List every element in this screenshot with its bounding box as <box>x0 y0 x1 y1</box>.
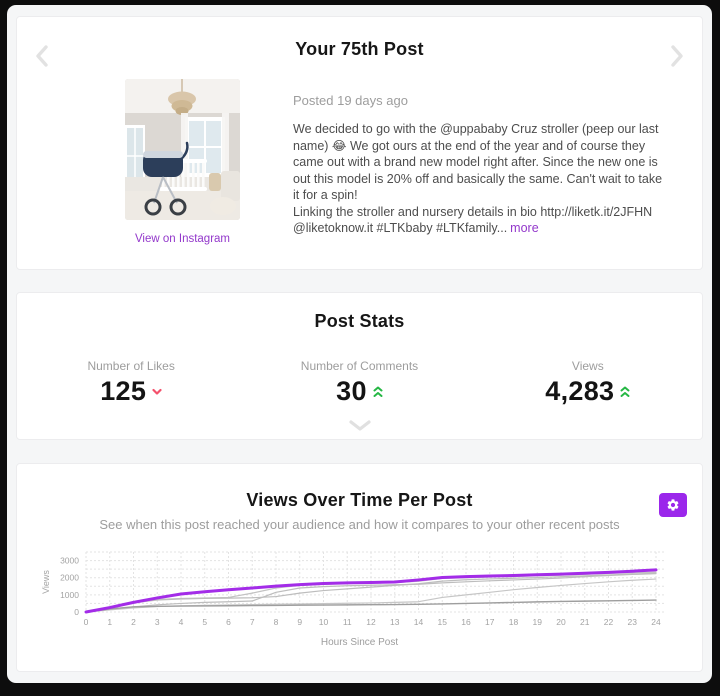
svg-text:22: 22 <box>603 617 613 627</box>
stat-comments-value: 30 <box>336 376 383 407</box>
svg-text:1: 1 <box>107 617 112 627</box>
caption-text-1: We decided to go with the @uppababy Cruz… <box>293 122 663 202</box>
previous-post-button[interactable] <box>35 45 48 67</box>
svg-text:21: 21 <box>580 617 590 627</box>
stat-comments-label: Number of Comments <box>300 359 419 373</box>
svg-text:3000: 3000 <box>60 556 79 566</box>
chart-settings-button[interactable] <box>659 493 687 517</box>
svg-text:14: 14 <box>413 617 423 627</box>
svg-text:Views: Views <box>41 570 51 594</box>
chart-x-axis-label: Hours Since Post <box>320 637 399 648</box>
stats-row: Number of Likes 125 Number of Comments 3… <box>17 359 702 407</box>
post-stats-card: Post Stats Number of Likes 125 Number of… <box>16 292 703 440</box>
stat-likes-value: 125 <box>100 376 162 407</box>
chevron-left-icon <box>36 45 48 67</box>
svg-text:0: 0 <box>83 617 88 627</box>
svg-text:10: 10 <box>318 617 328 627</box>
double-chevron-up-icon <box>373 386 383 398</box>
double-chevron-up-icon <box>620 386 630 398</box>
post-card: Your 75th Post <box>16 16 703 270</box>
caption-text-2: Linking the stroller and nursery details… <box>293 204 653 236</box>
svg-text:4: 4 <box>178 617 183 627</box>
stat-comments: Number of Comments 30 <box>245 359 473 407</box>
next-post-button[interactable] <box>671 45 684 67</box>
post-image <box>125 79 240 220</box>
view-on-instagram-link[interactable]: View on Instagram <box>134 233 231 245</box>
svg-text:8: 8 <box>273 617 278 627</box>
chart-area: 0 1000 2000 3000 0 1 2 3 4 5 6 7 8 9 10 11 12 13 14 15 16 17 1… <box>17 546 702 648</box>
svg-text:16: 16 <box>461 617 471 627</box>
svg-text:2: 2 <box>131 617 136 627</box>
stats-title: Post Stats <box>314 311 405 331</box>
svg-text:6: 6 <box>226 617 231 627</box>
gear-icon <box>667 499 679 511</box>
svg-text:20: 20 <box>556 617 566 627</box>
post-caption: We decided to go with the @uppababy Cruz… <box>293 121 667 237</box>
more-link[interactable]: more <box>510 221 539 235</box>
chart-title: Views Over Time Per Post <box>246 490 473 510</box>
chevron-down-icon <box>348 420 371 431</box>
svg-text:15: 15 <box>437 617 447 627</box>
chart-subtitle: See when this post reached your audience… <box>99 517 620 532</box>
stat-likes: Number of Likes 125 <box>17 359 245 407</box>
post-text-block: Posted 19 days ago We decided to go with… <box>293 93 667 237</box>
stat-views: Views 4,283 <box>474 359 702 407</box>
trend-down-icon <box>152 387 162 396</box>
svg-text:1000: 1000 <box>60 590 79 600</box>
svg-text:12: 12 <box>366 617 376 627</box>
svg-text:0: 0 <box>74 607 79 617</box>
svg-text:13: 13 <box>390 617 400 627</box>
svg-text:11: 11 <box>342 617 351 627</box>
svg-text:19: 19 <box>532 617 542 627</box>
svg-text:5: 5 <box>202 617 207 627</box>
svg-text:2000: 2000 <box>60 573 79 583</box>
svg-text:3: 3 <box>154 617 159 627</box>
post-title: Your 75th Post <box>295 39 424 59</box>
stat-likes-label: Number of Likes <box>87 359 175 373</box>
chevron-right-icon <box>671 45 683 67</box>
svg-text:24: 24 <box>651 617 661 627</box>
posted-timestamp: Posted 19 days ago <box>293 93 408 108</box>
svg-text:18: 18 <box>508 617 518 627</box>
stat-comments-number: 30 <box>336 376 367 406</box>
stat-views-value: 4,283 <box>545 376 630 407</box>
svg-text:23: 23 <box>627 617 637 627</box>
expand-stats-button[interactable] <box>348 420 371 431</box>
svg-text:9: 9 <box>297 617 302 627</box>
views-chart-card: Views Over Time Per Post See when this p… <box>16 463 703 672</box>
svg-text:17: 17 <box>485 617 495 627</box>
svg-text:7: 7 <box>249 617 254 627</box>
stat-views-label: Views <box>571 359 604 373</box>
stat-likes-number: 125 <box>100 376 147 406</box>
stat-views-number: 4,283 <box>545 376 615 406</box>
analytics-page: Your 75th Post <box>7 5 712 683</box>
